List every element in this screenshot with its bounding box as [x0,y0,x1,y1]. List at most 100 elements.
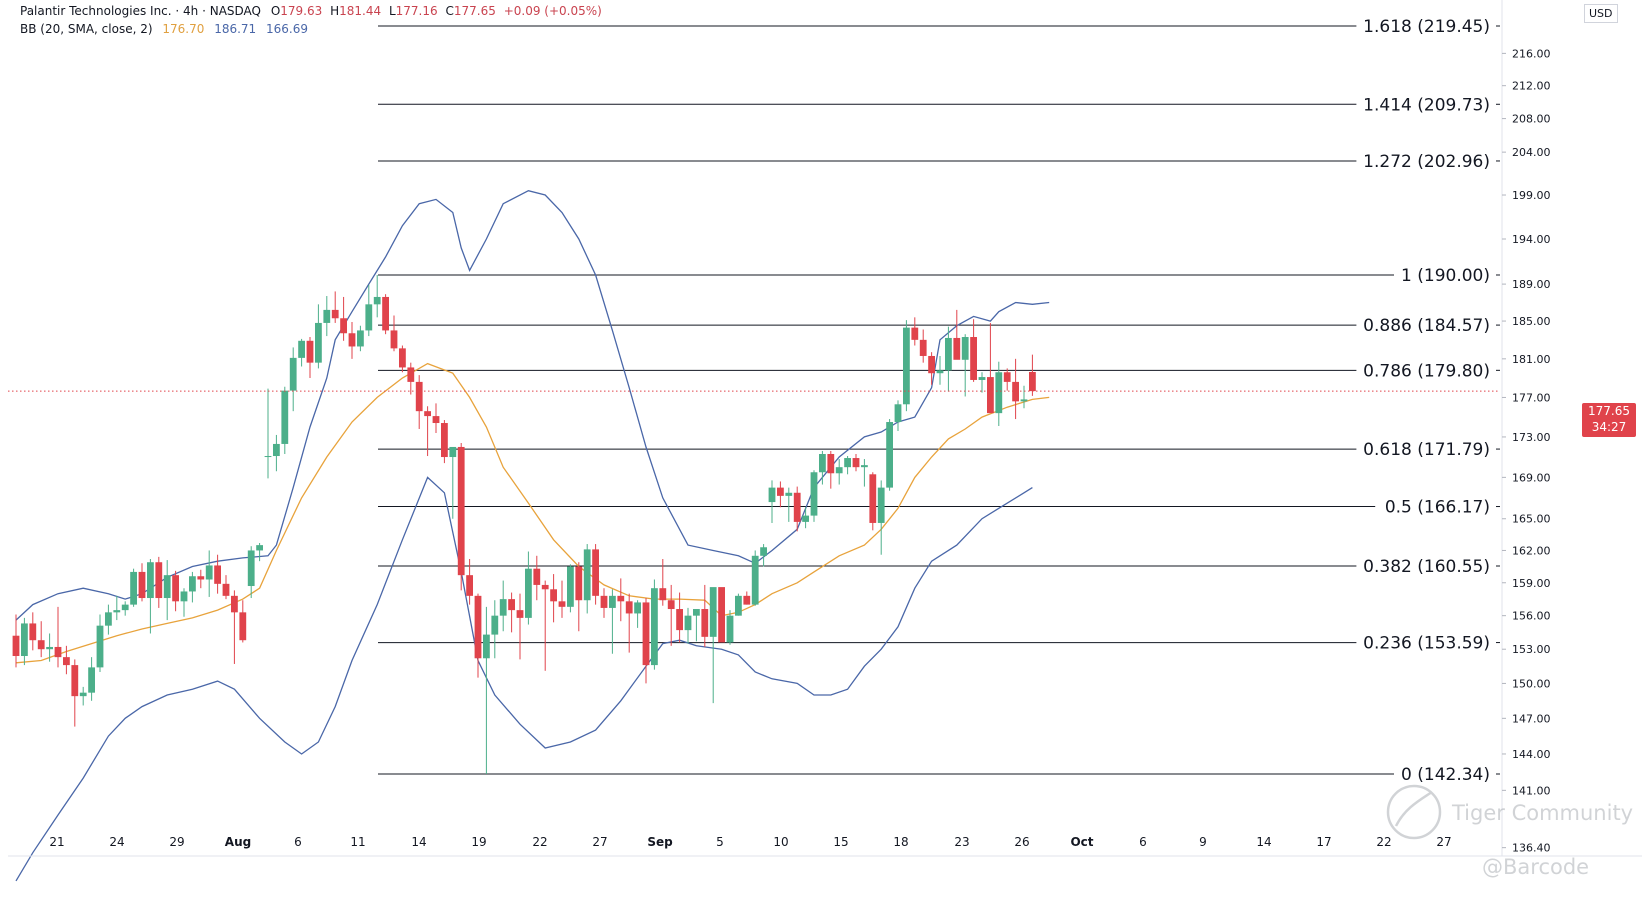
candle-body [684,615,692,631]
candle-body [810,472,818,516]
candle-up [877,480,885,555]
candle-body [869,474,877,523]
fib-level-label: 0.618 (171.79) [1363,440,1490,460]
candle-body [96,625,104,668]
candle-down [617,578,625,622]
time-tick-label: Oct [1070,835,1093,849]
candle-down [550,574,557,623]
candle-down [928,352,935,385]
bb-basis-line [15,362,1050,664]
candle-down [793,486,801,532]
candle-down [541,580,549,671]
candle-body [886,422,893,488]
candle-up [273,434,280,472]
candle-body [819,454,826,473]
candle-up [693,609,700,642]
price-tick-label: 181.00 [1512,353,1551,366]
candle-body [71,665,79,697]
open-label: O [270,4,281,18]
candle-down [667,584,675,646]
candle-body [894,404,902,423]
candle-down [575,562,583,632]
candle-body [945,337,952,371]
candle-up [88,657,95,701]
candle-body [147,562,154,599]
currency-badge[interactable]: USD [1584,4,1618,23]
low-value: 177.16 [395,4,438,18]
candle-up [315,304,322,369]
candle-up [449,446,457,519]
candle-body [457,446,465,576]
symbol-title: Palantir Technologies Inc. · 4h · NASDAQ [20,4,261,18]
candle-down [558,580,566,618]
candle-down [331,291,339,323]
candle-body [961,337,969,360]
candle-body [499,599,507,616]
candle-body [365,304,373,331]
candle-body [390,330,398,349]
candle-up [903,320,910,412]
price-tick-label: 173.00 [1512,431,1551,444]
candle-body [550,589,557,602]
candle-down [222,575,230,600]
candle-up [491,600,499,659]
candle-up [634,600,641,628]
candle-down [432,403,440,433]
candle-body [121,604,129,611]
price-tick-label: 169.00 [1512,471,1551,484]
candle-up [936,355,944,385]
candle-down [415,375,423,429]
candle-up [281,386,289,455]
candle-down [533,555,541,601]
candle-up [819,450,826,485]
time-tick-label: 10 [773,835,788,849]
time-tick-label: 19 [471,835,486,849]
candle-body [877,487,885,523]
candle-body [701,609,709,637]
candle-body [978,377,986,380]
candles [12,274,1036,774]
time-tick-label: 26 [1014,835,1029,849]
candle-body [928,355,935,374]
candle-down [718,587,725,643]
candle-body [970,337,977,380]
candle-up [961,334,969,397]
candle-body [281,390,289,444]
candle-body [709,587,717,637]
time-tick-label: 14 [411,835,426,849]
time-axis[interactable]: 21 24 29 Aug 6 11 14 19 22 27 Sep 5 10 15 18 23 26 Oct 6 9 1… [8,835,1642,857]
price-tick-label: 144.00 [1512,748,1551,761]
candle-down [197,569,205,589]
candle-down [743,591,751,605]
candle-down [516,593,524,660]
candle-body [861,465,868,468]
candle-body [642,602,650,666]
candle-up [323,296,331,337]
candle-body [348,333,356,347]
candle-down [138,563,146,602]
indicator-legend: BB (20, SMA, close, 2) 176.70 186.71 166… [20,22,314,36]
candle-up [357,325,364,352]
candle-down [659,559,667,606]
bar-countdown: 34:27 [1591,420,1627,434]
candle-down [382,294,389,335]
price-tick-label: 156.00 [1512,610,1551,623]
candle-body [827,454,835,474]
candle-body [222,583,230,596]
fib-level-label: 1.414 (209.73) [1363,95,1490,115]
candle-down [919,329,927,363]
candle-body [357,330,364,347]
candle-up [264,388,272,479]
candle-body [63,657,70,666]
candle-up [205,550,213,597]
candle-down [701,584,709,647]
time-tick-label: 22 [1376,835,1391,849]
candle-body [256,545,263,551]
candle-body [735,595,742,616]
candle-body [37,640,45,650]
candle-down [390,315,398,352]
price-axis[interactable]: 216.00 212.00 208.00 204.00 199.00 194.00 189.… [1501,0,1551,856]
price-tick-label: 185.00 [1512,315,1551,328]
candle-body [785,492,793,496]
